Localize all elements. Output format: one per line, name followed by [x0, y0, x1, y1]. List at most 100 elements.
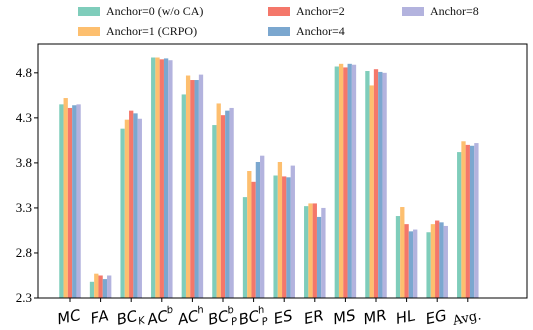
bar: [461, 141, 466, 298]
bar: [282, 176, 287, 298]
bar: [72, 105, 77, 298]
bar: [102, 279, 108, 298]
bar: [242, 197, 248, 298]
legend-item-anchor-8: Anchor=8: [402, 4, 479, 19]
x-tick-label: FA: [89, 306, 110, 327]
bar: [312, 203, 317, 298]
legend-swatch: [268, 27, 290, 36]
legend-item-anchor-2: Anchor=2: [268, 4, 345, 19]
bar: [63, 98, 68, 298]
bar: [343, 67, 348, 298]
legend-item-anchor-1: Anchor=1 (CRPO): [78, 24, 197, 39]
x-tick-label: ACh: [175, 305, 206, 329]
bar: [216, 103, 221, 298]
x-tick-label: BCK: [115, 305, 148, 330]
legend-label: Anchor=2: [296, 4, 345, 18]
legend: Anchor=0 (w/o CA) Anchor=1 (CRPO) Anchor…: [78, 4, 528, 40]
bar: [212, 125, 217, 298]
y-tick-label: 4.8: [16, 65, 32, 80]
bar: [89, 281, 95, 298]
bar: [286, 177, 291, 298]
bar: [133, 113, 138, 298]
bar: [255, 161, 261, 298]
legend-swatch: [402, 7, 424, 16]
bar: [290, 165, 295, 298]
y-tick-label: 3.8: [16, 155, 32, 170]
bar: [413, 229, 418, 298]
bar: [469, 145, 475, 298]
x-tick-label: BCbP: [206, 304, 239, 330]
bar: [181, 94, 186, 298]
bar: [251, 181, 256, 298]
x-tick-label: MR: [362, 306, 389, 328]
x-tick-label: ACb: [144, 305, 175, 329]
bar: [59, 104, 64, 298]
legend-label: Anchor=4: [296, 24, 345, 38]
bar: [260, 155, 265, 298]
legend-item-anchor-0: Anchor=0 (w/o CA): [78, 4, 203, 19]
bar: [404, 224, 409, 298]
bar: [373, 69, 379, 298]
x-tick-label: MC: [56, 306, 83, 329]
bar: [347, 63, 352, 298]
bar: [365, 71, 370, 299]
x-tick-label: EG: [424, 306, 448, 328]
bar: [159, 59, 164, 299]
legend-swatch: [78, 7, 100, 16]
bar: [395, 216, 401, 298]
legend-label: Anchor=8: [430, 4, 479, 18]
legend-swatch: [78, 27, 100, 36]
legend-item-anchor-4: Anchor=4: [268, 24, 345, 39]
x-tick-label: ES: [272, 306, 295, 328]
y-tick-label: 3.3: [16, 200, 32, 215]
bar: [465, 144, 470, 298]
bar: [382, 72, 387, 298]
x-tick-label: BChP: [237, 304, 270, 330]
bar: [426, 232, 431, 298]
bar: [229, 107, 234, 298]
y-axis: 2.3 2.8 3.3 3.8 4.3 4.8: [16, 65, 38, 305]
bar: [351, 64, 357, 298]
bar: [408, 231, 414, 298]
bar: [198, 74, 204, 299]
bar: [369, 85, 374, 299]
bar: [107, 275, 112, 298]
bar: [273, 175, 278, 298]
bar: [338, 63, 344, 298]
bar: [400, 207, 405, 298]
bar: [137, 118, 142, 298]
x-tick-label: ER: [302, 306, 325, 328]
x-tick-label: HL: [394, 306, 417, 328]
bar: [190, 80, 195, 298]
legend-swatch: [268, 7, 290, 16]
bar: [247, 171, 252, 298]
bar: [76, 104, 81, 298]
y-tick-label: 4.3: [16, 110, 32, 125]
x-tick-label: MS: [332, 306, 358, 328]
bar: [98, 275, 103, 298]
bar: [378, 71, 383, 298]
x-tick-label: Avg.: [451, 308, 483, 329]
bar: [67, 107, 73, 298]
bar: [151, 57, 156, 299]
bar: [321, 207, 326, 298]
legend-label: Anchor=0 (w/o CA): [106, 4, 204, 18]
bar: [457, 152, 462, 298]
legend-label: Anchor=1 (CRPO): [106, 24, 198, 38]
bar: [94, 273, 99, 298]
bar: [168, 60, 173, 299]
plot-frame: [37, 43, 528, 299]
bars-group: [59, 57, 479, 299]
bar: [163, 58, 169, 298]
bar: [194, 80, 199, 298]
bar: [120, 128, 125, 298]
bar: [124, 119, 130, 298]
bar: [334, 66, 339, 299]
bar: [185, 75, 191, 299]
bar: [277, 161, 283, 298]
bar: [316, 216, 322, 298]
bar: [474, 143, 479, 298]
bar: [430, 224, 436, 298]
